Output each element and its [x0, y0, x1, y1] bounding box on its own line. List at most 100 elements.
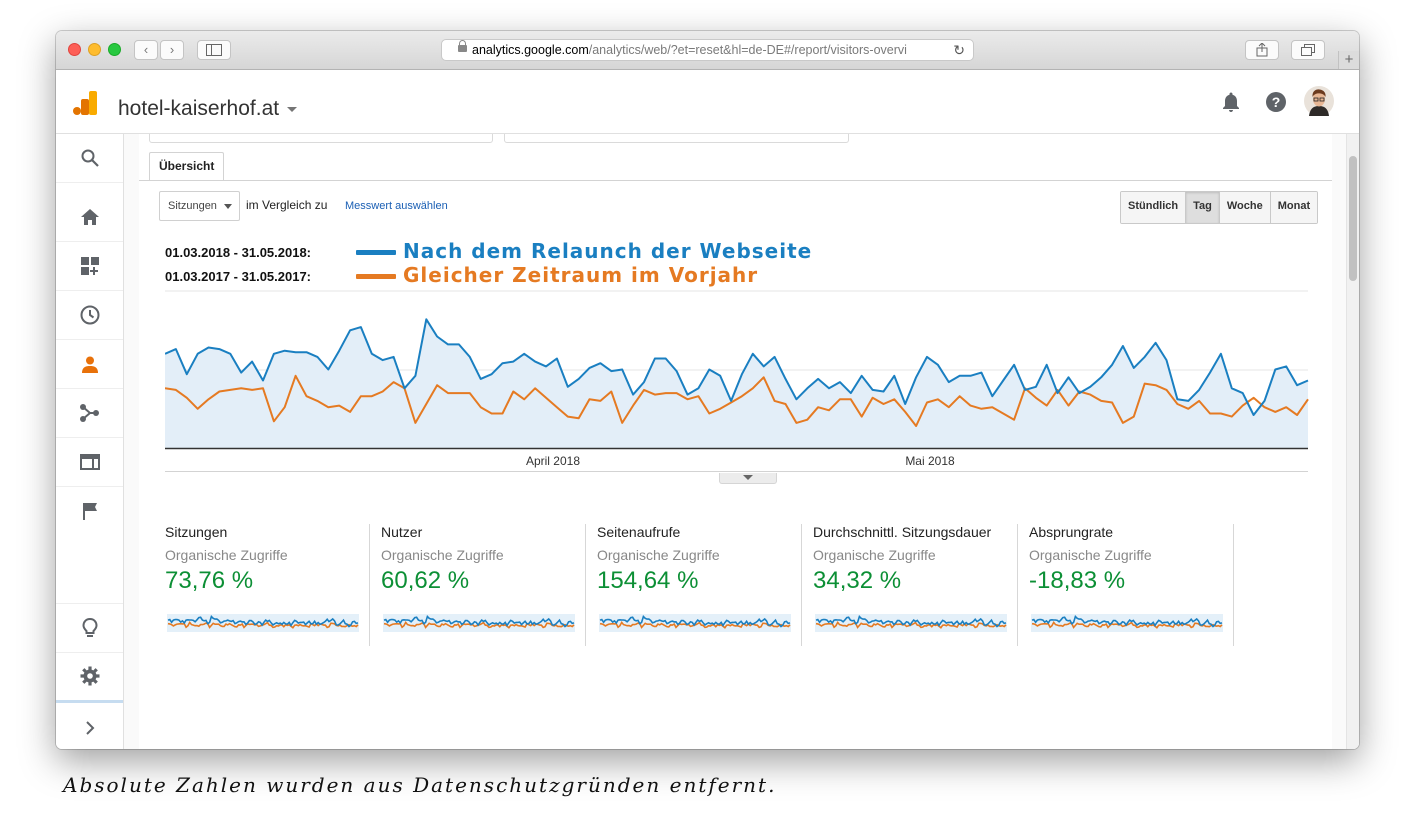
svg-text:?: ?	[1272, 94, 1281, 110]
sparkline-series-line	[167, 614, 359, 628]
caret-down-icon	[224, 204, 232, 209]
tile-change-value: 73,76 %	[165, 567, 254, 594]
sidebar-toggle-button[interactable]	[197, 40, 231, 60]
legend-label-2018: Nach dem Relaunch der Webseite	[403, 239, 813, 263]
tile-segment-label: Organische Zugriffe	[597, 547, 720, 563]
sparkline-series-line	[815, 614, 1007, 628]
legend-date-2017: 01.03.2017 - 31.05.2017:	[165, 269, 312, 284]
chart-x-tick-label: April 2018	[526, 454, 580, 468]
tile-separator	[1017, 524, 1018, 646]
share-icon	[1256, 42, 1268, 57]
back-button[interactable]: ‹	[134, 40, 158, 60]
metric-select[interactable]: Sitzungen	[159, 191, 240, 221]
segment-stub	[149, 134, 493, 143]
metric-tile[interactable]: Nutzer Organische Zugriffe 60,62 %	[381, 524, 597, 646]
scrollbar[interactable]	[1346, 134, 1359, 749]
clock-icon	[80, 305, 99, 325]
url-host: analytics.google.com	[472, 43, 589, 57]
metric-tile[interactable]: Durchschnittl. Sitzungsdauer Organische Z…	[813, 524, 1029, 646]
minimize-window-button[interactable]	[88, 43, 101, 56]
browser-titlebar: ‹ › analytics.google.com/analytics/web/?…	[56, 31, 1359, 70]
sidebar-item-home[interactable]	[56, 193, 123, 242]
dashboards-icon	[80, 257, 99, 275]
behavior-icon	[79, 454, 100, 470]
legend-label-2017: Gleicher Zeitraum im Vorjahr	[403, 263, 759, 287]
tile-sparkline	[167, 614, 359, 632]
sparkline-series-line	[599, 614, 791, 628]
tile-change-value: -18,83 %	[1029, 567, 1126, 594]
metric-select-value: Sitzungen	[168, 200, 217, 212]
caret-down-icon	[287, 106, 298, 112]
metric-tile[interactable]: Absprungrate Organische Zugriffe -18,83 %	[1029, 524, 1245, 646]
tile-separator	[585, 524, 586, 646]
tile-segment-label: Organische Zugriffe	[165, 547, 288, 563]
sparkline-series-line	[1031, 614, 1223, 628]
tab-overview[interactable]: Übersicht	[149, 152, 225, 181]
week-button[interactable]: Woche	[1218, 192, 1270, 223]
chart-x-tick-label: Mai 2018	[905, 454, 955, 468]
sidebar-icon	[206, 44, 222, 56]
sidebar-item-admin[interactable]	[56, 652, 123, 703]
url-path: /analytics/web/?et=reset&hl=de-DE#/repor…	[588, 43, 907, 57]
day-button[interactable]: Tag	[1185, 192, 1219, 223]
close-window-button[interactable]	[68, 43, 81, 56]
legend-swatch-2018	[356, 250, 396, 255]
acquisition-icon	[79, 404, 99, 422]
main-content: Übersicht Sitzungen im Vergleich zu Mess…	[124, 134, 1359, 749]
sidebar-item-customization[interactable]	[56, 242, 123, 291]
address-bar[interactable]: analytics.google.com/analytics/web/?et=r…	[441, 39, 974, 61]
sidebar-item-behavior[interactable]	[56, 438, 123, 487]
scrollbar-thumb[interactable]	[1349, 156, 1357, 281]
sidebar-item-realtime[interactable]	[56, 291, 123, 340]
sidebar-item-discover[interactable]	[56, 603, 123, 653]
help-icon[interactable]: ?	[1265, 91, 1287, 113]
tabs-overview-button[interactable]	[1291, 40, 1325, 60]
person-icon	[81, 356, 98, 373]
month-button[interactable]: Monat	[1269, 192, 1318, 223]
home-icon	[80, 209, 99, 225]
tile-change-value: 34,32 %	[813, 567, 902, 594]
metric-tile[interactable]: Sitzungen Organische Zugriffe 73,76 %	[165, 524, 381, 646]
tile-separator	[1233, 524, 1234, 646]
reload-icon[interactable]: ↻	[953, 42, 965, 58]
tile-metric-name: Absprungrate	[1029, 524, 1114, 540]
hourly-button[interactable]: Stündlich	[1121, 192, 1186, 223]
sidebar-expand-button[interactable]	[56, 704, 123, 749]
lock-icon	[458, 40, 467, 52]
granularity-buttons: Stündlich Tag Woche Monat	[1120, 191, 1319, 224]
chart-expand-button[interactable]	[719, 473, 777, 484]
segment-stub	[504, 134, 849, 143]
tile-sparkline	[599, 614, 791, 632]
tile-change-value: 154,64 %	[597, 567, 699, 594]
tile-segment-label: Organische Zugriffe	[381, 547, 504, 563]
forward-button[interactable]: ›	[160, 40, 184, 60]
sidebar-item-search[interactable]	[56, 134, 123, 183]
avatar[interactable]	[1304, 86, 1334, 116]
sidebar-item-audience[interactable]	[56, 340, 123, 389]
tab-divider	[139, 180, 1332, 181]
report-panel: Übersicht Sitzungen im Vergleich zu Mess…	[139, 134, 1332, 749]
metric-tile[interactable]: Seitenaufrufe Organische Zugriffe 154,64 %	[597, 524, 813, 646]
legend-date-2018: 01.03.2018 - 31.05.2018:	[165, 245, 312, 260]
compare-label: im Vergleich zu	[246, 198, 328, 212]
sidebar	[56, 134, 124, 749]
chevron-left-icon: ‹	[143, 42, 149, 57]
sparkline-series-line	[383, 614, 575, 628]
bell-icon[interactable]	[1221, 91, 1241, 113]
tile-change-value: 60,62 %	[381, 567, 470, 594]
zoom-window-button[interactable]	[108, 43, 121, 56]
select-metric-link[interactable]: Messwert auswählen	[345, 200, 448, 212]
share-button[interactable]	[1245, 40, 1279, 60]
tabs-icon	[1301, 44, 1315, 56]
property-selector[interactable]: hotel-kaiserhof.at	[118, 97, 298, 121]
chart-series-line	[165, 318, 1309, 416]
new-tab-button[interactable]: +	[1338, 51, 1359, 69]
sidebar-item-acquisition[interactable]	[56, 389, 123, 438]
image-caption: Absolute Zahlen wurden aus Datenschutzgr…	[63, 773, 777, 797]
flag-icon	[82, 503, 97, 520]
tile-separator	[369, 524, 370, 646]
property-name: hotel-kaiserhof.at	[118, 97, 280, 120]
browser-window: ‹ › analytics.google.com/analytics/web/?…	[56, 31, 1359, 749]
gear-icon	[80, 666, 99, 686]
sidebar-item-conversions[interactable]	[56, 487, 123, 535]
